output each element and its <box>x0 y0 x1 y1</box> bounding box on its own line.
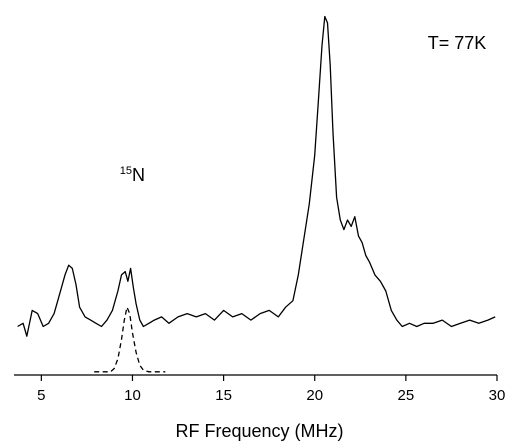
isotope-mass-number: 15 <box>120 165 132 177</box>
x-tick-label: 30 <box>489 387 506 404</box>
isotope-element: N <box>132 165 145 185</box>
x-tick-label: 10 <box>124 387 141 404</box>
x-axis: 5 10 15 20 25 30 RF Frequency (MHz) <box>14 374 505 441</box>
n15-reference-line <box>94 305 166 373</box>
plot-area <box>17 15 496 373</box>
x-tick-label: 5 <box>37 387 45 404</box>
x-axis-title: RF Frequency (MHz) <box>175 421 343 441</box>
x-tick-label: 20 <box>306 387 323 404</box>
x-tick-label: 15 <box>215 387 232 404</box>
x-tick-label: 25 <box>398 387 415 404</box>
temperature-label: T= 77K <box>428 33 487 53</box>
spectrum-line <box>17 15 496 337</box>
isotope-label: 15N <box>120 165 145 185</box>
x-ticks: 5 10 15 20 25 30 <box>37 375 505 404</box>
